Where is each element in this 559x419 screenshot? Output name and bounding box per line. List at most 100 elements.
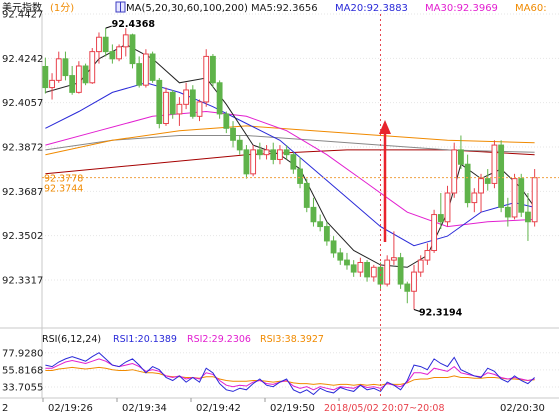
candle bbox=[464, 154, 471, 208]
candle bbox=[404, 281, 411, 304]
time-tick-label: 02/19:26 bbox=[48, 403, 93, 414]
candle bbox=[364, 260, 370, 282]
candle bbox=[317, 214, 324, 232]
candle bbox=[484, 169, 491, 191]
price-tick-label: 92.4242 bbox=[2, 54, 43, 65]
candle bbox=[458, 135, 464, 170]
candle bbox=[498, 140, 505, 213]
time-tick-fragment: 2 bbox=[2, 403, 8, 414]
book-icon[interactable] bbox=[115, 1, 126, 13]
symbol-name: 美元指数 bbox=[2, 1, 42, 14]
price-tick-label: 92.3317 bbox=[2, 275, 43, 286]
candle-body bbox=[458, 149, 464, 165]
rsi-tick-label: 77.9280 bbox=[2, 348, 43, 359]
main-header: 美元指数 (1分) MA(5,20,30,60,100,200) MA5:92.… bbox=[2, 1, 547, 14]
candle bbox=[189, 85, 196, 119]
candle-body bbox=[431, 214, 438, 252]
candle-body bbox=[337, 252, 344, 261]
candle-body bbox=[370, 266, 377, 278]
candle-body bbox=[344, 259, 350, 266]
candle-body bbox=[417, 259, 424, 273]
candle-body bbox=[464, 163, 471, 204]
candle bbox=[156, 77, 163, 129]
cursor-time-box bbox=[321, 401, 495, 415]
candle bbox=[518, 173, 525, 217]
candle bbox=[129, 33, 136, 69]
candle-body bbox=[350, 264, 357, 273]
candle bbox=[176, 97, 183, 126]
candle-body bbox=[504, 206, 511, 218]
candle bbox=[390, 231, 397, 265]
candle-body bbox=[397, 257, 404, 285]
candle-body bbox=[149, 53, 156, 81]
up-arrow-annotation bbox=[379, 120, 391, 242]
time-end-label: 02/20:30 bbox=[500, 403, 545, 414]
candle-body bbox=[411, 271, 417, 292]
candle bbox=[203, 49, 210, 107]
candle bbox=[370, 264, 377, 282]
candle-body bbox=[491, 144, 498, 184]
candle bbox=[471, 188, 478, 213]
candle bbox=[290, 152, 297, 174]
candle bbox=[330, 236, 337, 258]
candle bbox=[236, 135, 243, 155]
candle bbox=[504, 197, 511, 227]
candle-body bbox=[283, 149, 290, 156]
candle-body bbox=[424, 250, 431, 261]
candle bbox=[478, 173, 484, 213]
candle-body bbox=[102, 36, 109, 53]
high-label: 92.4368 bbox=[112, 19, 156, 30]
candle-body bbox=[142, 53, 149, 86]
price-axis-ticks: 92.4427 92.4242 92.4057 92.3872 92.3687 92.35… bbox=[2, 10, 43, 287]
candle-body bbox=[290, 154, 297, 170]
candle-body bbox=[62, 58, 69, 77]
candle-body bbox=[75, 65, 82, 93]
candle-body bbox=[55, 58, 62, 81]
ma100-line bbox=[45, 135, 535, 153]
candle-body bbox=[277, 149, 283, 160]
candle-body bbox=[511, 178, 518, 218]
candle-body bbox=[109, 51, 116, 60]
rsi-lines bbox=[45, 352, 535, 396]
candle-body bbox=[183, 89, 190, 105]
candle-body bbox=[210, 55, 216, 84]
candle-body bbox=[531, 177, 538, 223]
candle bbox=[397, 252, 404, 289]
grid-lines bbox=[41, 13, 559, 398]
candle-body bbox=[96, 36, 102, 53]
candle bbox=[344, 252, 350, 270]
candle bbox=[196, 99, 203, 122]
candle-body bbox=[357, 261, 364, 273]
candle-body bbox=[263, 149, 270, 156]
candle bbox=[411, 264, 417, 310]
high-marker bbox=[105, 25, 112, 29]
candle bbox=[169, 89, 176, 119]
candle-body bbox=[384, 259, 391, 285]
candle-body bbox=[156, 79, 163, 125]
candle bbox=[263, 145, 270, 160]
candle bbox=[525, 193, 531, 241]
candle bbox=[270, 142, 277, 165]
candle-body bbox=[256, 149, 263, 156]
candle bbox=[357, 257, 364, 277]
candle bbox=[89, 48, 96, 84]
candle-body bbox=[525, 211, 531, 223]
rsi1-value: RSI1:20.1389 bbox=[113, 334, 177, 345]
candle bbox=[42, 57, 49, 94]
candle-body bbox=[471, 192, 478, 204]
candle-body bbox=[189, 89, 196, 117]
rsi-params: RSI(6,12,24) bbox=[42, 334, 101, 345]
current-price-b: 92.3744 bbox=[44, 184, 83, 195]
candle-body bbox=[330, 240, 337, 254]
candle-body bbox=[42, 65, 49, 89]
rsi-header: RSI(6,12,24) RSI1:20.1389 RSI2:29.2306 R… bbox=[42, 334, 324, 345]
candle-body bbox=[236, 139, 243, 151]
candle bbox=[216, 80, 223, 119]
candle bbox=[183, 82, 190, 110]
ma60-value: MA60: bbox=[515, 3, 547, 14]
candle-body bbox=[437, 214, 444, 223]
time-tick-label: 02/19:42 bbox=[196, 403, 241, 414]
rsi3-line bbox=[45, 366, 535, 386]
price-tick-label: 92.4057 bbox=[2, 98, 43, 109]
